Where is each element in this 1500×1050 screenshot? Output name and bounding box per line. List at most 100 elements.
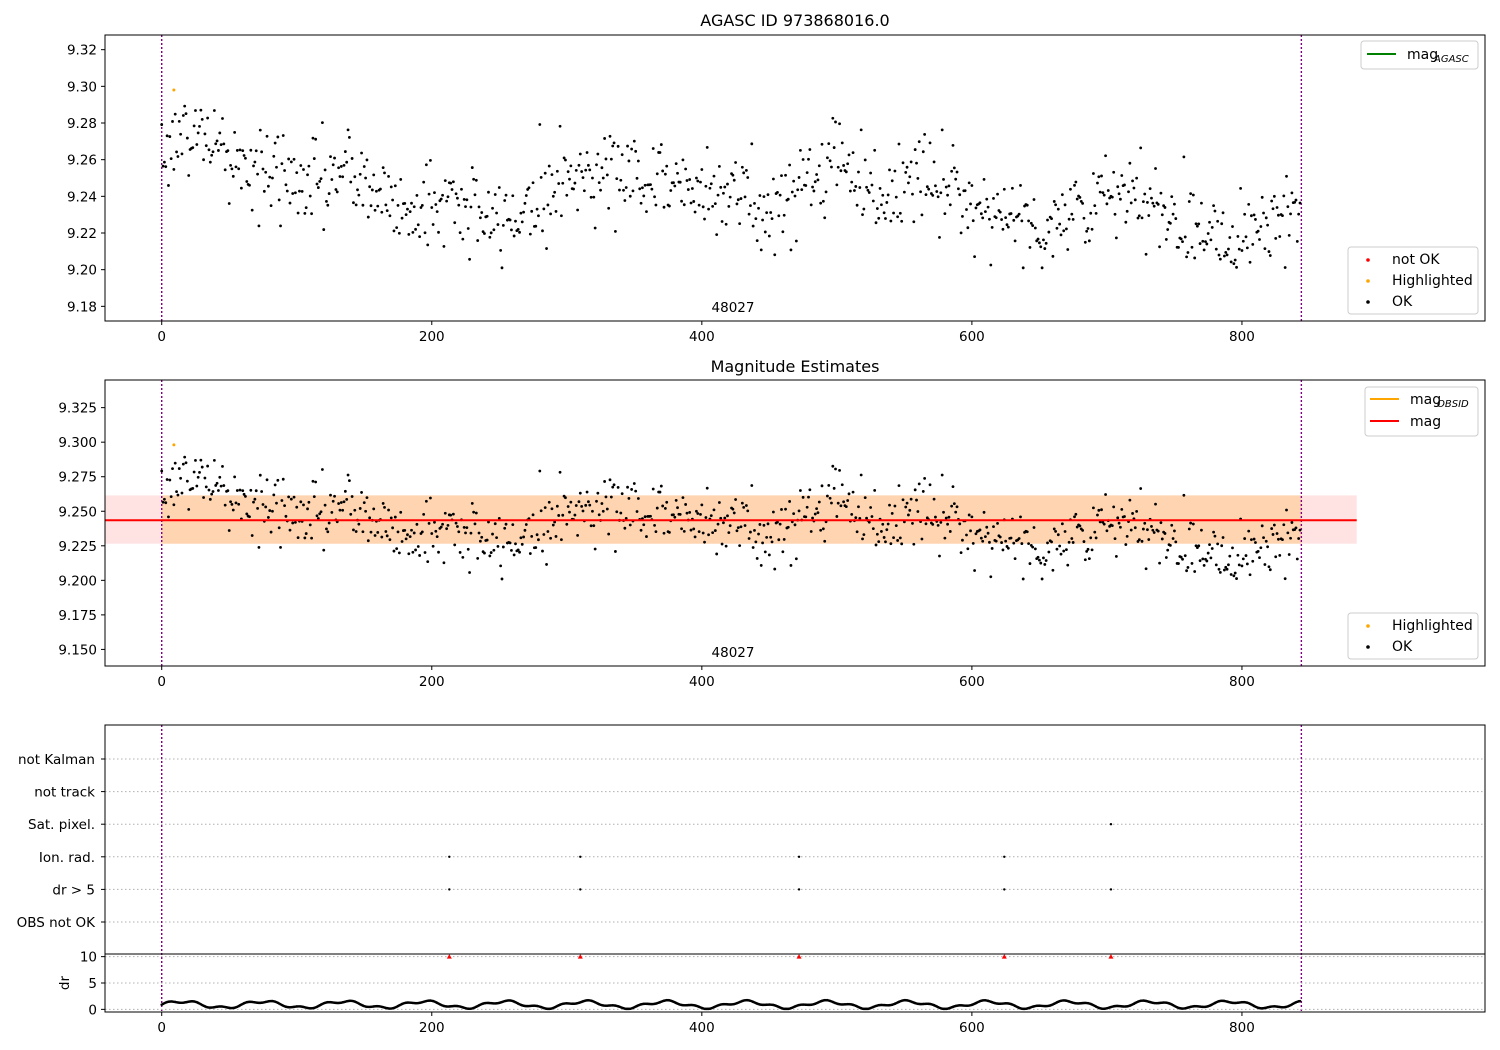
ok-point	[842, 164, 846, 167]
ok-point	[454, 521, 458, 525]
ok-point	[840, 141, 844, 145]
ok-point	[1221, 536, 1225, 539]
ok-point	[635, 510, 639, 513]
ok-point	[736, 198, 740, 202]
ok-point	[554, 535, 558, 538]
ok-point	[931, 522, 935, 526]
ok-point	[1150, 196, 1153, 200]
ok-point	[971, 542, 975, 545]
ok-point	[923, 133, 927, 136]
ok-point	[514, 542, 517, 546]
ok-point	[1144, 567, 1148, 571]
ok-point	[1195, 224, 1199, 228]
ok-point	[1205, 242, 1209, 246]
ok-point	[173, 112, 177, 116]
ok-point	[215, 139, 219, 143]
ok-point	[1094, 212, 1098, 215]
ok-point	[889, 219, 893, 223]
ok-point	[934, 515, 937, 519]
ok-point	[992, 196, 995, 200]
ok-point	[312, 157, 316, 160]
ok-point	[767, 234, 771, 238]
ok-point	[832, 146, 836, 149]
ok-point	[1254, 218, 1257, 221]
ok-point	[196, 131, 200, 135]
panel2-xtick-label: 400	[689, 674, 715, 690]
ok-point	[366, 215, 370, 219]
ok-point	[693, 535, 697, 539]
ok-point	[495, 211, 498, 215]
ok-point	[836, 501, 840, 505]
ok-point	[1200, 528, 1203, 532]
ok-point	[994, 216, 998, 220]
ok-point	[306, 173, 309, 177]
ok-point	[504, 193, 508, 197]
ok-point	[1139, 146, 1143, 150]
ok-point	[499, 249, 503, 252]
ok-point	[886, 193, 890, 197]
ok-point	[896, 539, 900, 542]
ok-point	[1187, 200, 1191, 203]
ok-point	[275, 501, 278, 505]
ok-point	[747, 537, 751, 540]
ok-point	[1137, 214, 1141, 218]
panel1-frame	[104, 34, 1486, 322]
legend-not-ok-label: not OK	[1392, 252, 1440, 268]
ok-point	[948, 203, 952, 207]
ok-point	[907, 181, 910, 185]
highlighted-point	[172, 88, 176, 92]
ok-point	[276, 478, 280, 482]
ok-point	[854, 516, 858, 520]
ok-point	[609, 157, 613, 161]
ok-point	[1209, 238, 1213, 242]
ok-point	[916, 176, 920, 180]
ok-point	[399, 510, 403, 514]
ok-point	[1179, 555, 1183, 559]
ok-point	[622, 188, 625, 192]
ok-point	[701, 205, 705, 209]
ok-point	[458, 551, 462, 554]
ok-point	[218, 475, 222, 479]
panel2-ytick-label: 9.300	[58, 435, 97, 451]
ok-point	[392, 549, 396, 553]
ok-point	[339, 165, 343, 168]
ok-point	[1278, 553, 1282, 557]
ok-point	[1036, 237, 1040, 241]
ok-point	[466, 227, 470, 230]
ok-point	[589, 195, 593, 199]
ok-point	[1038, 241, 1041, 245]
ok-point	[619, 511, 623, 515]
ok-point	[288, 528, 292, 532]
ok-point	[391, 526, 395, 530]
ok-point	[284, 183, 288, 187]
ok-point	[649, 514, 652, 518]
ok-point	[446, 523, 450, 527]
ok-point	[164, 501, 168, 505]
ok-point	[231, 174, 235, 178]
ok-point	[669, 189, 673, 192]
ok-point	[164, 165, 168, 169]
ok-point	[863, 496, 867, 500]
ok-point	[1065, 227, 1068, 231]
ok-point	[959, 231, 963, 235]
ok-point	[1267, 565, 1271, 569]
ok-point	[603, 480, 607, 483]
ok-point	[537, 214, 540, 218]
ok-point	[1174, 540, 1178, 544]
ok-point	[1237, 563, 1241, 567]
ok-point	[175, 490, 178, 494]
ok-point	[1156, 202, 1160, 206]
ok-point	[1227, 247, 1230, 251]
ok-point	[408, 210, 412, 214]
ok-point	[1168, 221, 1172, 225]
ok-point	[541, 549, 544, 553]
ok-point	[485, 214, 489, 218]
ok-point	[952, 502, 956, 506]
ok-point	[1033, 226, 1037, 230]
ok-point	[793, 194, 797, 198]
ok-point	[836, 165, 840, 169]
ok-point	[615, 177, 619, 181]
ok-point	[758, 523, 762, 526]
ok-point	[1116, 516, 1120, 520]
ok-point	[905, 501, 909, 505]
